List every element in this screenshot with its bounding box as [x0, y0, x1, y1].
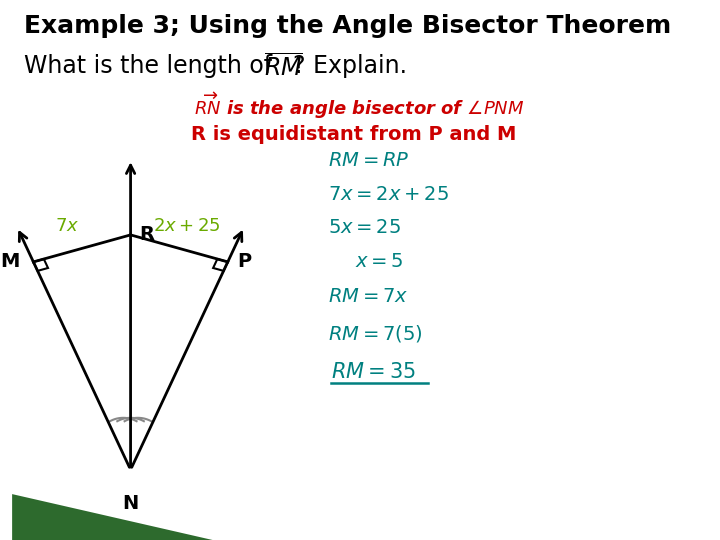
Text: $2x + 25$: $2x + 25$: [153, 217, 220, 235]
Text: P: P: [238, 252, 251, 272]
Text: $RM = RP$: $RM = RP$: [328, 151, 410, 170]
Text: R is equidistant from P and M: R is equidistant from P and M: [192, 125, 517, 144]
Text: $7x = 2x + 25$: $7x = 2x + 25$: [328, 185, 449, 204]
Text: $RM = 7(5)$: $RM = 7(5)$: [328, 323, 423, 344]
Text: N: N: [122, 494, 139, 513]
Text: R: R: [139, 225, 154, 245]
Text: $\overline{RM}$: $\overline{RM}$: [264, 54, 303, 81]
Text: Example 3; Using the Angle Bisector Theorem: Example 3; Using the Angle Bisector Theo…: [24, 14, 672, 37]
Polygon shape: [12, 494, 212, 540]
Text: $5x = 25$: $5x = 25$: [328, 218, 401, 237]
Text: $RM = 35$: $RM = 35$: [331, 362, 416, 382]
Text: $x = 5$: $x = 5$: [356, 252, 404, 271]
Text: M: M: [1, 252, 20, 272]
Text: $RM = 7x$: $RM = 7x$: [328, 287, 408, 306]
Text: $\overrightarrow{RN}$ is the angle bisector of $\angle PNM$: $\overrightarrow{RN}$ is the angle bisec…: [194, 90, 525, 121]
Text: What is the length of: What is the length of: [24, 54, 280, 78]
Text: $7x$: $7x$: [55, 217, 79, 235]
Text: ? Explain.: ? Explain.: [293, 54, 408, 78]
